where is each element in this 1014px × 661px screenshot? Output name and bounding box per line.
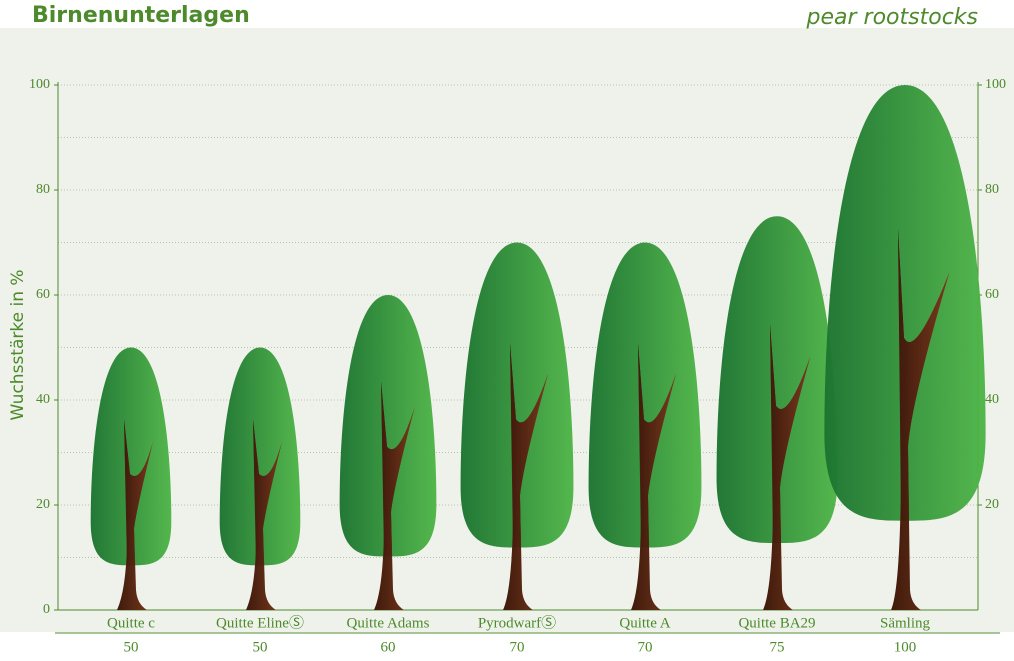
x-tick-label: Quitte BA29 [738, 615, 815, 631]
x-tick-label: Quitte c [107, 615, 155, 631]
chart-title: Birnenunterlagen [32, 3, 250, 28]
y2-tick-label: 20 [985, 497, 999, 512]
y2-tick-label: 100 [985, 77, 1006, 92]
tree-trunk-upper [381, 381, 415, 557]
x-tick-label: PyrodwarfⓈ [478, 614, 556, 631]
tree-crown [219, 347, 301, 566]
value-label: 50 [253, 639, 268, 655]
tree-crown [824, 85, 986, 521]
y-tick-label: 40 [36, 392, 50, 407]
x-tick-label: Quitte Adams [347, 615, 430, 631]
y-axis-label: Wuchsstärke in % [8, 269, 28, 420]
tree-trunk-upper [253, 419, 283, 566]
tree-trunk-upper [770, 324, 811, 544]
tree-crown [588, 242, 702, 548]
y-tick-label: 100 [29, 77, 50, 92]
tree-crown [339, 295, 437, 557]
value-label: 100 [894, 639, 917, 655]
x-tick-label: Sämling [880, 615, 931, 631]
y2-tick-label: 80 [985, 182, 999, 197]
y-tick-label: 60 [36, 287, 50, 302]
y-tick-label: 0 [43, 602, 50, 617]
value-label: 70 [638, 639, 653, 655]
value-label: 70 [510, 639, 525, 655]
y-tick-label: 80 [36, 182, 50, 197]
value-label: 75 [770, 639, 785, 655]
tree-trunk-upper [510, 343, 549, 548]
tree-crown [460, 242, 574, 548]
tree-crown [90, 347, 172, 566]
value-label: 50 [124, 639, 139, 655]
tree-trunk-upper [124, 419, 154, 566]
y-tick-label: 20 [36, 497, 50, 512]
chart-subtitle: pear rootstocks [806, 5, 978, 30]
tree-crown [716, 216, 838, 544]
value-label: 60 [381, 639, 396, 655]
tree-trunk-upper [638, 343, 677, 548]
y2-tick-label: 40 [985, 392, 999, 407]
x-tick-label: Quitte ElineⓈ [216, 614, 304, 631]
tree-trunk-upper [898, 228, 950, 521]
y2-tick-label: 60 [985, 287, 999, 302]
x-tick-label: Quitte A [619, 615, 670, 631]
